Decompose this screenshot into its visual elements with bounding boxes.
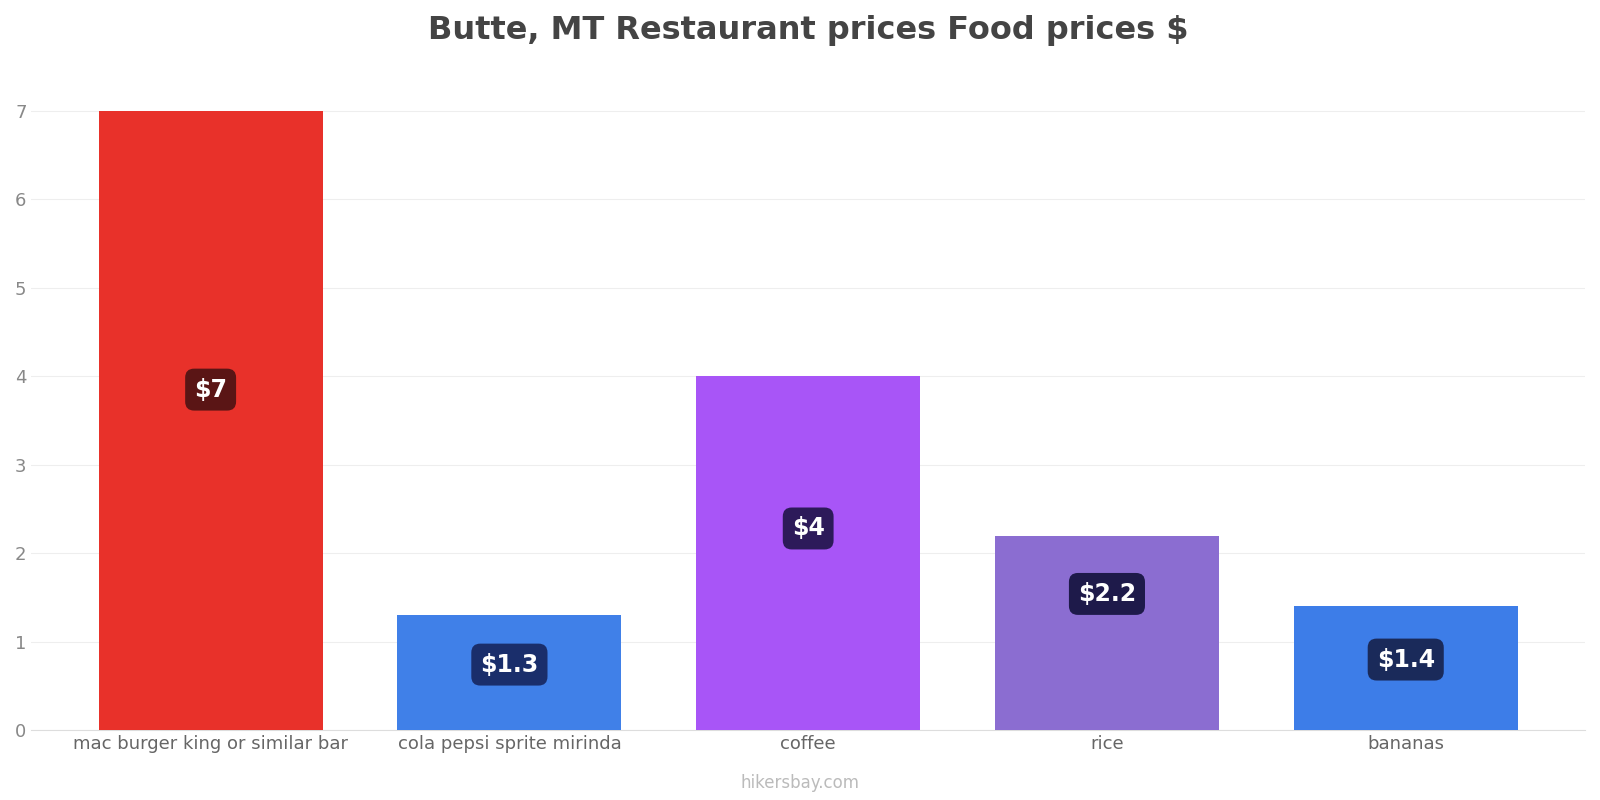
Bar — [995, 535, 1219, 730]
Text: $1.3: $1.3 — [480, 653, 539, 677]
Text: $7: $7 — [194, 378, 227, 402]
Text: $1.4: $1.4 — [1376, 647, 1435, 671]
Text: hikersbay.com: hikersbay.com — [741, 774, 859, 792]
Text: $2.2: $2.2 — [1078, 582, 1136, 606]
Bar — [397, 615, 621, 730]
Text: $4: $4 — [792, 517, 824, 541]
Bar — [1294, 606, 1518, 730]
Bar — [99, 111, 323, 730]
Bar — [696, 376, 920, 730]
Title: Butte, MT Restaurant prices Food prices $: Butte, MT Restaurant prices Food prices … — [427, 15, 1189, 46]
